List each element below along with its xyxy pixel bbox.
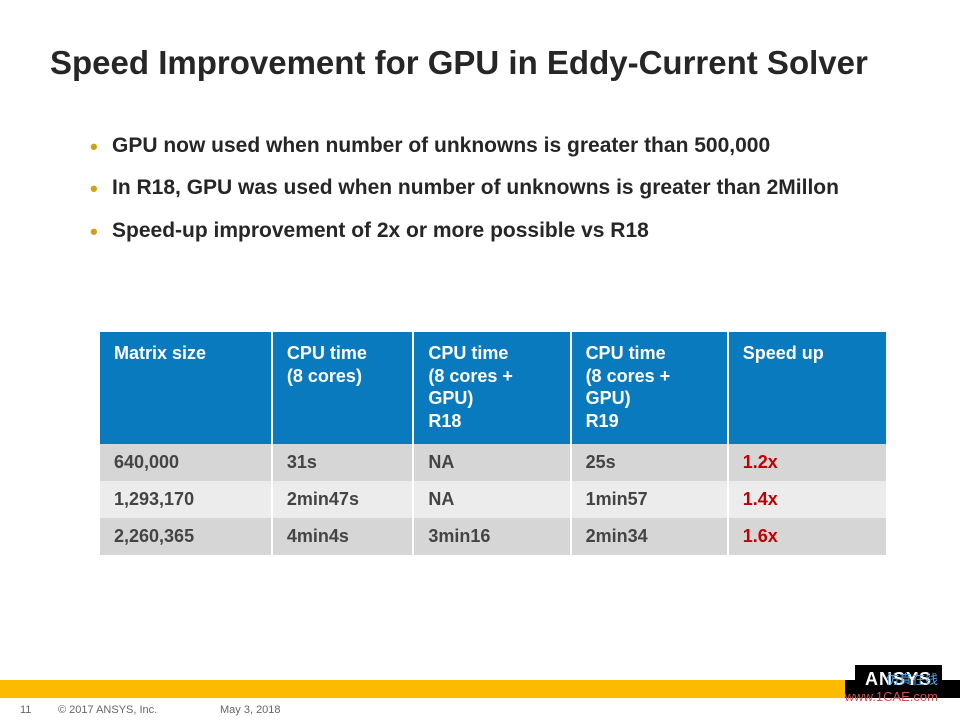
table-cell: NA <box>414 481 571 518</box>
table-cell: NA <box>414 444 571 481</box>
bullet-item: In R18, GPU was used when number of unkn… <box>90 174 890 202</box>
watermark-url: www.1CAE.com <box>845 689 938 704</box>
table-cell: 2min47s <box>273 481 414 518</box>
table-header: Speed up <box>729 332 886 444</box>
table-cell: 2,260,365 <box>100 518 273 555</box>
footer-date: May 3, 2018 <box>220 704 281 716</box>
footer-accent-bar <box>0 680 960 698</box>
table-cell: 31s <box>273 444 414 481</box>
footer: 11 © 2017 ANSYS, Inc. May 3, 2018 <box>0 698 960 720</box>
table-row: 640,000 31s NA 25s 1.2x <box>100 444 886 481</box>
bullet-item: Speed-up improvement of 2x or more possi… <box>90 217 890 245</box>
speedup-table: Matrix size CPU time (8 cores) CPU time … <box>100 332 886 555</box>
table-cell: 4min4s <box>273 518 414 555</box>
table-cell: 1min57 <box>572 481 729 518</box>
page-number: 11 <box>20 704 31 716</box>
table-cell-speedup: 1.4x <box>729 481 886 518</box>
table-header: CPU time (8 cores + GPU) R18 <box>414 332 571 444</box>
table-cell-speedup: 1.2x <box>729 444 886 481</box>
table-cell: 1,293,170 <box>100 481 273 518</box>
bullet-item: GPU now used when number of unknowns is … <box>90 132 890 160</box>
table-header: CPU time (8 cores) <box>273 332 414 444</box>
slide: Speed Improvement for GPU in Eddy-Curren… <box>0 0 960 720</box>
table-row: 2,260,365 4min4s 3min16 2min34 1.6x <box>100 518 886 555</box>
bullet-list: GPU now used when number of unknowns is … <box>90 132 890 259</box>
copyright: © 2017 ANSYS, Inc. <box>58 704 157 716</box>
table-header: Matrix size <box>100 332 273 444</box>
table-row: 1,293,170 2min47s NA 1min57 1.4x <box>100 481 886 518</box>
table-cell: 25s <box>572 444 729 481</box>
watermark-cn: 仿真在线 <box>886 669 938 688</box>
table-cell: 3min16 <box>414 518 571 555</box>
slide-title: Speed Improvement for GPU in Eddy-Curren… <box>50 44 910 82</box>
table-header-row: Matrix size CPU time (8 cores) CPU time … <box>100 332 886 444</box>
table-cell: 640,000 <box>100 444 273 481</box>
table-cell-speedup: 1.6x <box>729 518 886 555</box>
table-cell: 2min34 <box>572 518 729 555</box>
table-header: CPU time (8 cores + GPU) R19 <box>572 332 729 444</box>
